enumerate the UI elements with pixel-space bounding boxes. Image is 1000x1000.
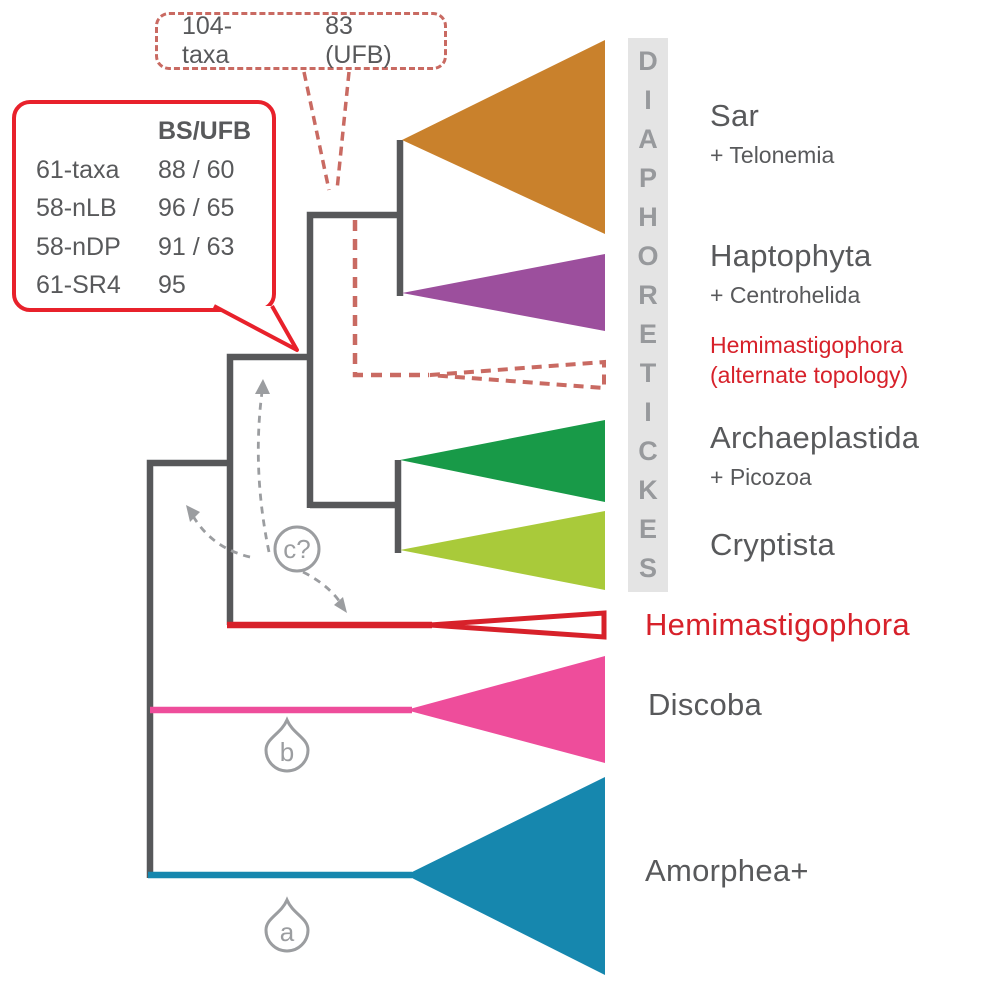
bs-row-value: 96 / 65	[158, 194, 235, 222]
bar-letter: C	[638, 436, 658, 466]
sar-label-block: Sar + Telonemia	[710, 98, 834, 169]
discoba-triangle	[406, 656, 605, 763]
bs-table-header: BS/UFB	[158, 117, 252, 145]
hemimastigophora-alt-triangle	[429, 359, 606, 391]
archaeplastida-label-block: Archaeplastida + Picozoa	[710, 420, 919, 491]
bar-letter: S	[638, 553, 657, 583]
hemimastigophora-alt-label-line2: (alternate topology)	[710, 362, 909, 388]
sar-sublabel: + Telonemia	[710, 142, 835, 168]
cryptista-label-block: Cryptista	[710, 527, 835, 563]
amorphea-triangle	[406, 777, 605, 975]
amorphea-label: Amorphea+	[645, 853, 809, 888]
droplet-b-label: b	[280, 737, 294, 767]
bs-row-value: 91 / 63	[158, 232, 235, 261]
c-question-label: c?	[283, 534, 310, 564]
diaphoretickes-node	[306, 211, 403, 508]
sar-label: Sar	[710, 98, 760, 133]
hemimastigophora-label-block: Hemimastigophora	[645, 607, 910, 643]
hemimastigophora-label: Hemimastigophora	[645, 607, 910, 642]
bs-row-label: 61-taxa	[36, 155, 120, 184]
droplet-a-icon	[264, 896, 310, 953]
haptophyta-label-block: Haptophyta + Centrohelida	[710, 238, 872, 309]
droplet-b-icon	[264, 716, 310, 773]
arrow-up-head-icon	[255, 379, 270, 394]
archaeplastida-label: Archaeplastida	[710, 420, 920, 455]
root-branch	[146, 459, 233, 878]
diaphoretickes-bar: D I A P H O R E T I C K E S	[628, 38, 668, 592]
bs-ufb-table: BS/UFB 61-taxa 88 / 60 58-nLB 96 / 65 58…	[16, 104, 272, 305]
arrow-downright-dashed	[302, 570, 342, 603]
bar-letter: I	[644, 85, 652, 115]
callout-104-ufb-value: 83 (UFB)	[325, 12, 392, 69]
hemimastigophora-alt-branch	[352, 220, 429, 378]
bs-row-value: 95	[158, 271, 186, 299]
callout-bs-ufb: BS/UFB 61-taxa 88 / 60 58-nLB 96 / 65 58…	[12, 100, 276, 312]
bs-row-label: 58-nDP	[36, 232, 121, 261]
arrow-upleft-head-icon	[186, 505, 200, 522]
arrow-up-dashed	[256, 391, 271, 553]
hemimastigophora-open-triangle	[429, 610, 607, 640]
discoba-label: Discoba	[648, 687, 763, 722]
bs-row-value: 88 / 60	[158, 155, 235, 184]
callout-bs-tail	[213, 304, 299, 352]
bar-letter: P	[638, 163, 657, 193]
bar-letter: I	[644, 397, 652, 427]
sar-triangle	[402, 40, 605, 234]
bar-letter: K	[638, 475, 658, 505]
haptophyta-label: Haptophyta	[710, 238, 872, 273]
hemimastigophora-alt-label-line1: Hemimastigophora	[710, 332, 904, 358]
arrow-upleft-dashed	[191, 515, 251, 559]
c-question-circle	[273, 525, 321, 573]
callout-104-taxa: 104-taxa 83 (UFB)	[155, 12, 447, 70]
arrow-downright-head-icon	[334, 597, 347, 613]
bar-letter: E	[638, 514, 657, 544]
bar-letter: T	[639, 358, 657, 388]
discoba-label-block: Discoba	[648, 687, 762, 723]
bar-letter: H	[638, 202, 658, 232]
hemimastigophora-alt-label-block: Hemimastigophora (alternate topology)	[710, 330, 908, 390]
bar-letter: O	[637, 241, 659, 271]
haptophyta-triangle	[402, 254, 605, 331]
bar-letter: D	[638, 46, 658, 76]
bar-letter: R	[638, 280, 658, 310]
callout-funnel-line-right	[335, 71, 351, 191]
callout-funnel-line-left	[302, 71, 331, 191]
archaeplastida-sublabel: + Picozoa	[710, 464, 812, 490]
callout-104-taxa-label: 104-taxa	[182, 12, 233, 69]
bs-row-label: 61-SR4	[36, 271, 121, 299]
bar-letter: E	[638, 319, 657, 349]
cryptista-label: Cryptista	[710, 527, 836, 562]
archaeplastida-triangle	[400, 420, 605, 502]
cryptista-triangle	[400, 511, 605, 590]
amorphea-label-block: Amorphea+	[645, 853, 809, 889]
droplet-a-label: a	[280, 917, 295, 947]
hemimastigophora-diaphoretickes-node	[226, 353, 313, 625]
bs-row-label: 58-nLB	[36, 194, 117, 222]
bar-letter: A	[638, 124, 658, 154]
haptophyta-sublabel: + Centrohelida	[710, 282, 861, 308]
